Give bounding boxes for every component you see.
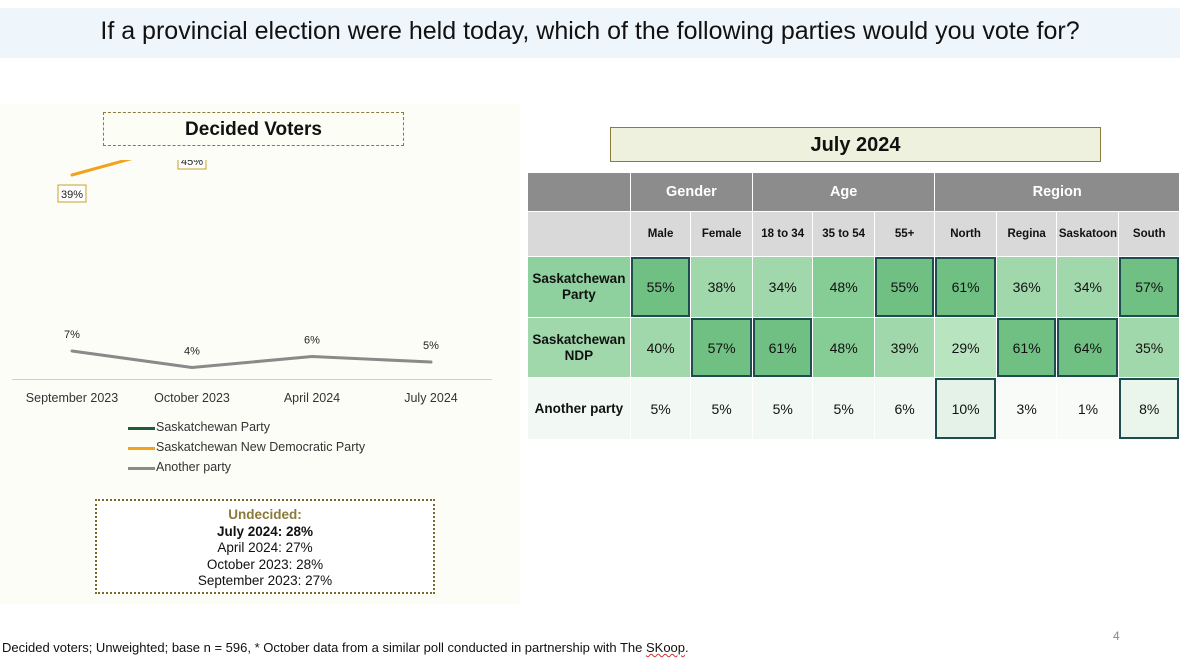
table-corner (527, 211, 631, 257)
table-cell: 39% (873, 317, 936, 378)
table-cell: 5% (629, 377, 692, 440)
row-header-line: NDP (564, 347, 594, 363)
table-cell: 38% (690, 256, 753, 318)
table-cell: 64% (1056, 317, 1120, 378)
table-corner (527, 172, 631, 212)
table-cell: 3% (995, 377, 1058, 440)
table-cell: 48% (812, 256, 875, 318)
group-header-region: Region (934, 172, 1180, 212)
legend-label: Another party (156, 460, 232, 474)
table-cell: 6% (873, 377, 936, 440)
undecided-row: July 2024: 28% (216, 523, 314, 539)
table-cell: 57% (1118, 256, 1180, 318)
row-header: Saskatchewan NDP (527, 317, 631, 378)
table-cell: 8% (1118, 377, 1180, 440)
row-header-line: Party (562, 287, 596, 302)
row-header-line: Saskatchewan (532, 331, 626, 347)
legend-swatch (128, 467, 155, 470)
footnote-text: Decided voters; Unweighted; base n = 596… (2, 640, 646, 655)
x-tick-label: April 2024 (284, 391, 340, 405)
table-row: Saskatchewan NDP 40% 57% 61% 48% 39% 29%… (527, 317, 1180, 378)
table-cell: 55% (873, 256, 936, 318)
footnote-end: . (685, 640, 689, 655)
table-cell: 61% (934, 256, 997, 318)
undecided-row: April 2024: 27% (217, 540, 313, 555)
table-cell: 5% (751, 377, 814, 440)
x-tick-label: July 2024 (404, 391, 458, 405)
group-header-age: Age (751, 172, 936, 212)
data-label: 4% (184, 346, 200, 358)
table-cell: 1% (1056, 377, 1120, 440)
table-cell: 48% (812, 317, 875, 378)
data-label: 39% (61, 189, 83, 201)
chart-title-box: Decided Voters (103, 112, 404, 146)
legend-label: Saskatchewan New Democratic Party (156, 440, 366, 454)
data-label: 5% (423, 340, 439, 352)
table-title: July 2024 (810, 134, 901, 156)
undecided-row: October 2023: 28% (206, 556, 324, 572)
data-label-box (177, 160, 207, 170)
column-header: Saskatoon (1056, 211, 1120, 257)
table-cell: 61% (751, 317, 814, 378)
legend-swatch (128, 427, 155, 430)
table-cell: 10% (934, 377, 997, 440)
row-header-line: Saskatchewan (532, 271, 626, 286)
legend-label: Saskatchewan Party (156, 420, 270, 434)
data-label: 45% (181, 160, 203, 168)
table-cell: 5% (690, 377, 753, 440)
page-number: 4 (1113, 629, 1120, 643)
legend-swatch (128, 447, 155, 450)
series-line (70, 160, 133, 177)
table-cell: 34% (751, 256, 814, 318)
table-cell: 34% (1056, 256, 1120, 318)
undecided-title: Undecided: (228, 507, 302, 522)
column-header: South (1118, 211, 1180, 257)
page-title: If a provincial election were held today… (100, 17, 1080, 45)
decided-voters-line-chart: 53%51%48%47%39%45%47%48%7%4%6%5%Septembe… (12, 160, 492, 405)
column-header: Regina (995, 211, 1058, 257)
table-cell: 29% (934, 317, 997, 378)
x-tick-label: October 2023 (154, 391, 230, 405)
column-header: 55+ (873, 211, 936, 257)
table-title-box: July 2024 (610, 127, 1101, 162)
chart-title: Decided Voters (185, 119, 322, 140)
table-cell: 36% (995, 256, 1058, 318)
data-label: 7% (64, 329, 80, 341)
title-banner (0, 8, 1180, 58)
crosstab-table: Gender Age Region Male Female 18 to 34 3… (527, 172, 1180, 440)
data-label: 6% (304, 335, 320, 347)
x-tick-label: September 2023 (26, 391, 118, 405)
group-header-gender: Gender (629, 172, 753, 212)
row-header: Another party (527, 377, 631, 440)
table-cell: 61% (995, 317, 1058, 378)
row-header-line: Another party (534, 400, 624, 416)
table-row: Saskatchewan Party 55% 38% 34% 48% 55% 6… (527, 256, 1180, 318)
table-cell: 35% (1118, 317, 1180, 378)
column-header: 18 to 34 (751, 211, 814, 257)
column-header: 35 to 54 (812, 211, 875, 257)
footnote: Decided voters; Unweighted; base n = 596… (2, 640, 689, 655)
undecided-row: September 2023: 27% (197, 573, 333, 588)
table-row: Another party 5% 5% 5% 5% 6% 10% 3% 1% 8… (527, 377, 1180, 440)
column-header: Male (629, 211, 692, 257)
table-cell: 5% (812, 377, 875, 440)
column-header: Female (690, 211, 753, 257)
column-header: North (934, 211, 997, 257)
undecided-box: Undecided: July 2024: 28% April 2024: 27… (95, 499, 435, 594)
series-line (70, 349, 433, 369)
row-header: Saskatchewan Party (527, 256, 631, 318)
table-cell: 57% (690, 317, 753, 378)
data-label-box (57, 184, 87, 203)
table-cell: 40% (629, 317, 692, 378)
footnote-brand: SKoop (645, 640, 686, 655)
table-cell: 55% (629, 256, 692, 318)
